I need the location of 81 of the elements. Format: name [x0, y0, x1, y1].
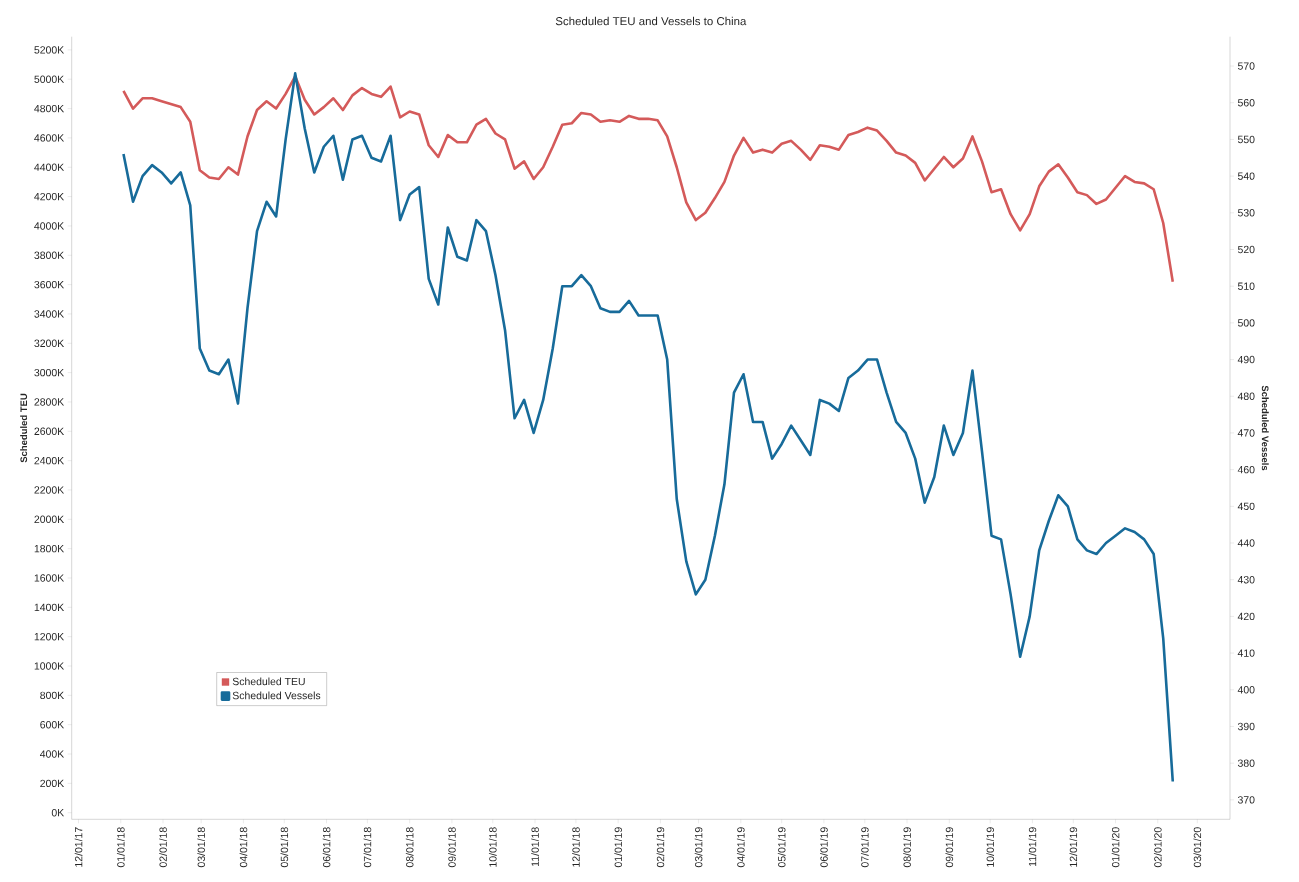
- y-tick-label: 0K: [51, 809, 65, 817]
- x-tick-label: 04/01/19: [736, 827, 745, 868]
- y-tick-label: 1400K: [34, 603, 65, 612]
- y-tick-label: 1200K: [34, 632, 65, 641]
- y-tick-label: 3800K: [34, 251, 65, 259]
- y-tick-label: 2200K: [34, 486, 65, 494]
- legend-label: Scheduled Vessels: [232, 691, 321, 700]
- x-tick-label: 01/01/20: [1111, 827, 1120, 868]
- y-tick-label: 1000K: [34, 662, 65, 670]
- x-tick-label: 11/01/18: [531, 827, 539, 866]
- y-tick-label: 2600K: [34, 427, 65, 436]
- x-tick-label: 10/01/19: [986, 827, 995, 867]
- y-tick-label: 4000K: [34, 222, 65, 230]
- x-tick-label: 06/01/19: [820, 827, 828, 868]
- y-tick-label: 4600K: [34, 134, 65, 142]
- y-tick-label: 3200K: [34, 339, 65, 347]
- y-tick-label: 2800K: [34, 398, 65, 406]
- y2-tick-label: 530: [1237, 209, 1255, 217]
- y2-tick-label: 430: [1237, 576, 1255, 584]
- y2-tick-label: 540: [1237, 172, 1255, 180]
- x-tick-label: 06/01/18: [322, 827, 331, 868]
- x-tick-label: 12/01/18: [572, 827, 580, 867]
- y-tick-label: 3600K: [34, 280, 65, 289]
- x-tick-label: 12/01/17: [74, 827, 83, 867]
- x-tick-label: 02/01/19: [656, 827, 665, 868]
- y-axis-title: Scheduled TEU: [20, 393, 28, 463]
- y-tick-label: 4800K: [34, 104, 65, 113]
- y2-tick-label: 520: [1237, 245, 1255, 254]
- legend-label: Scheduled TEU: [232, 677, 305, 686]
- y2-axis-title: Scheduled Vessels: [1261, 385, 1269, 471]
- y-tick-label: 800K: [40, 691, 65, 700]
- x-tick-label: 09/01/18: [448, 827, 456, 868]
- y2-tick-label: 560: [1237, 99, 1255, 107]
- y2-tick-label: 510: [1237, 282, 1255, 290]
- y-tick-label: 4200K: [34, 192, 65, 201]
- y2-tick-label: 380: [1237, 759, 1255, 767]
- y-tick-label: 200K: [40, 779, 65, 788]
- x-tick-label: 10/01/18: [488, 827, 497, 867]
- x-tick-label: 11/01/19: [1028, 827, 1037, 866]
- x-tick-label: 05/01/18: [280, 827, 289, 868]
- y-tick-label: 3000K: [34, 368, 65, 377]
- y2-tick-label: 570: [1237, 62, 1255, 70]
- y2-tick-label: 470: [1237, 429, 1255, 437]
- y2-tick-label: 440: [1237, 539, 1255, 547]
- y-tick-label: 3400K: [34, 310, 65, 318]
- y-tick-label: 5000K: [34, 75, 65, 83]
- x-tick-label: 09/01/19: [945, 827, 954, 868]
- y-tick-label: 600K: [40, 720, 65, 729]
- x-tick-label: 04/01/18: [239, 827, 248, 868]
- x-tick-label: 01/01/18: [116, 827, 125, 868]
- y-tick-label: 4400K: [34, 163, 65, 171]
- y2-tick-label: 390: [1237, 722, 1255, 731]
- x-tick-label: 03/01/18: [197, 827, 206, 868]
- x-tick-label: 03/01/20: [1193, 827, 1202, 868]
- y2-tick-label: 370: [1237, 796, 1255, 804]
- chart-title: Scheduled TEU and Vessels to China: [555, 16, 747, 26]
- y-tick-label: 1600K: [34, 574, 65, 582]
- y2-tick-label: 460: [1237, 465, 1255, 474]
- y2-tick-label: 400: [1237, 686, 1255, 694]
- y2-tick-label: 490: [1237, 355, 1255, 364]
- y2-tick-label: 550: [1237, 135, 1255, 144]
- y-tick-label: 5200K: [34, 46, 65, 54]
- x-tick-label: 01/01/19: [614, 827, 622, 868]
- x-tick-label: 07/01/19: [860, 827, 869, 868]
- x-tick-label: 08/01/19: [903, 827, 911, 868]
- x-tick-label: 02/01/20: [1153, 827, 1162, 868]
- x-tick-label: 08/01/18: [405, 827, 414, 868]
- y2-tick-label: 500: [1237, 319, 1255, 327]
- y-tick-label: 400K: [39, 750, 65, 758]
- y-tick-label: 2000K: [34, 515, 65, 524]
- y-tick-label: 2400K: [34, 456, 65, 465]
- y2-tick-label: 450: [1237, 502, 1255, 511]
- x-tick-label: 07/01/18: [363, 827, 372, 868]
- y-tick-label: 1800K: [34, 544, 65, 553]
- x-tick-label: 12/01/19: [1069, 827, 1078, 867]
- x-tick-label: 03/01/19: [694, 827, 703, 868]
- y2-tick-label: 410: [1237, 649, 1255, 657]
- y2-tick-label: 480: [1237, 392, 1255, 400]
- x-tick-label: 02/01/18: [159, 827, 167, 868]
- y2-tick-label: 420: [1237, 612, 1255, 621]
- x-tick-label: 05/01/19: [777, 827, 786, 868]
